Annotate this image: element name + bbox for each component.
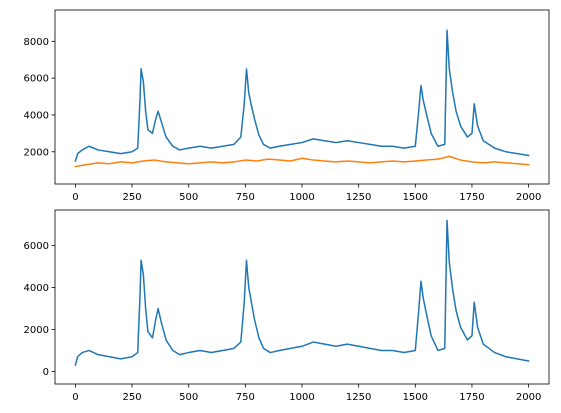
- bottom-subplot: 0 250 500 750 1000 1250 1500 1750 2000 0 2000 4000 6…: [24, 209, 550, 403]
- y-tick-label: 2000: [24, 147, 49, 158]
- x-tick-label: 500: [179, 392, 198, 403]
- x-tick-label: 2000: [516, 192, 541, 203]
- x-tick-label: 500: [179, 192, 198, 203]
- y-tick-label: 6000: [24, 74, 49, 85]
- y-tick-label: 8000: [24, 37, 49, 48]
- x-tick-label: 1500: [403, 192, 428, 203]
- x-tick-label: 1750: [459, 392, 484, 403]
- top-subplot-ticks: 0 250 500 750 1000 1250 1500 1750 2000 2000 4000 60…: [24, 37, 542, 203]
- x-tick-label: 1750: [459, 192, 484, 203]
- x-tick-label: 750: [236, 392, 255, 403]
- x-tick-label: 1000: [289, 392, 314, 403]
- x-tick-label: 2000: [516, 392, 541, 403]
- x-tick-label: 1500: [403, 392, 428, 403]
- y-tick-label: 0: [43, 367, 49, 378]
- y-tick-label: 4000: [24, 283, 49, 294]
- x-tick-label: 1250: [346, 392, 371, 403]
- top-subplot-lines: [74, 29, 530, 168]
- top-subplot: 0 250 500 750 1000 1250 1500 1750 2000 2000 4000 60…: [24, 9, 550, 203]
- x-tick-label: 0: [72, 192, 78, 203]
- top-orange-series-line: [74, 155, 530, 168]
- bottom-blue-series-line: [74, 219, 530, 367]
- bottom-subplot-lines: [74, 219, 530, 367]
- bottom-subplot-ticks: 0 250 500 750 1000 1250 1500 1750 2000 0 2000 4000 6…: [24, 241, 542, 403]
- y-tick-label: 6000: [24, 241, 49, 252]
- x-tick-label: 750: [236, 192, 255, 203]
- x-tick-label: 0: [72, 392, 78, 403]
- x-tick-label: 250: [122, 192, 141, 203]
- y-tick-label: 2000: [24, 325, 49, 336]
- top-blue-series-line: [74, 29, 530, 162]
- y-tick-label: 4000: [24, 110, 49, 121]
- x-tick-label: 250: [122, 392, 141, 403]
- x-tick-label: 1250: [346, 192, 371, 203]
- x-tick-label: 1000: [289, 192, 314, 203]
